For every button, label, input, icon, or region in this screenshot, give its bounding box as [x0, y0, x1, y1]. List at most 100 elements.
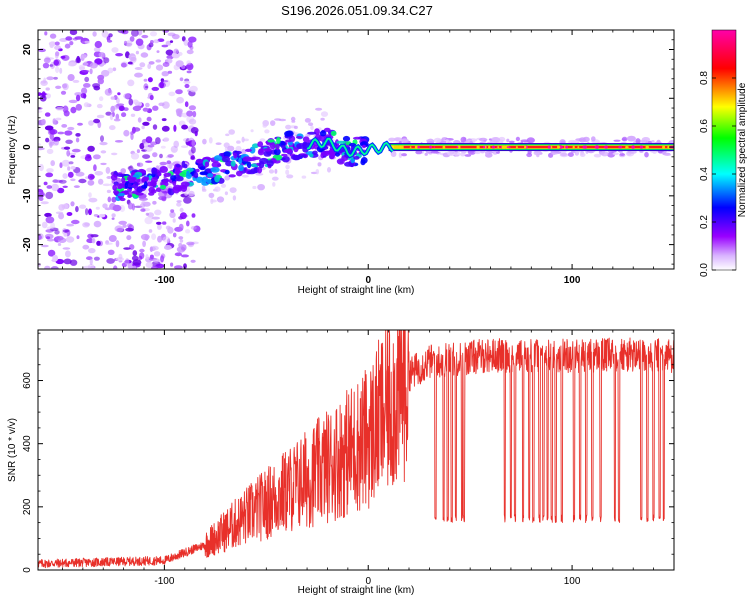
ridge-blob	[245, 148, 252, 152]
noise-blob	[83, 102, 90, 108]
ridge-blob	[228, 174, 236, 178]
noise-blob	[151, 233, 157, 240]
noise-blob	[45, 93, 51, 99]
ridge-blob	[273, 148, 281, 156]
noise-blob	[89, 62, 98, 69]
ridge-blob	[238, 164, 244, 172]
noise-blob	[102, 203, 108, 209]
noise-blob	[181, 254, 189, 258]
noise-blob	[93, 154, 101, 160]
noise-blob	[285, 124, 292, 130]
noise-blob	[146, 116, 152, 122]
noise-blob	[94, 171, 104, 176]
noise-blob	[45, 172, 54, 178]
noise-blob	[151, 216, 160, 220]
noise-blob	[107, 249, 115, 255]
ridge-blob	[199, 171, 208, 175]
noise-blob	[136, 149, 140, 154]
noise-blob	[96, 103, 103, 109]
noise-blob	[153, 39, 160, 44]
noise-blob	[310, 125, 314, 131]
noise-blob	[228, 129, 235, 135]
noise-blob	[175, 108, 183, 114]
noise-blob	[320, 117, 325, 121]
ridge-speck	[393, 145, 398, 149]
noise-blob	[241, 148, 247, 156]
noise-blob	[158, 196, 167, 201]
ridge-speck	[482, 145, 486, 149]
noise-blob	[262, 124, 267, 128]
snr-y-axis-label: SNR (10 * v/v)	[7, 418, 18, 482]
noise-blob	[132, 259, 142, 266]
noise-blob	[69, 30, 78, 36]
noise-blob	[285, 169, 290, 175]
noise-blob	[38, 110, 43, 113]
noise-blob	[170, 209, 175, 213]
noise-blob	[139, 203, 146, 208]
noise-blob	[173, 48, 179, 54]
halo-blob	[635, 138, 641, 144]
ridge-blob	[302, 141, 308, 146]
ridge-speck	[561, 146, 564, 148]
noise-blob	[224, 191, 228, 196]
spectrogram-x-axis-label: Height of straight line (km)	[298, 285, 415, 296]
ridge-blob	[249, 146, 256, 154]
noise-blob	[63, 146, 71, 150]
ridge-speck	[502, 145, 506, 149]
noise-blob	[46, 148, 54, 155]
noise-blob	[215, 142, 222, 145]
noise-blob	[67, 171, 74, 178]
noise-blob	[224, 175, 231, 181]
noise-blob	[57, 187, 65, 194]
noise-blob	[46, 168, 54, 173]
noise-blob	[190, 259, 196, 263]
spectrogram-x-ticks: -100 0 100	[62, 30, 675, 286]
noise-blob	[123, 40, 128, 46]
noise-blob	[63, 110, 70, 117]
halo-blob	[388, 137, 396, 142]
noise-blob	[99, 96, 104, 102]
noise-blob	[44, 265, 51, 269]
noise-blob	[145, 212, 149, 216]
halo-blob	[401, 153, 407, 157]
noise-blob	[82, 265, 92, 269]
ridge-blob	[325, 151, 330, 156]
ridge-blob	[195, 168, 200, 173]
noise-blob	[71, 219, 80, 225]
ridge-blob	[269, 142, 276, 150]
noise-blob	[129, 36, 135, 42]
noise-blob	[69, 259, 78, 266]
ridge-blob	[362, 144, 366, 149]
ridge-blob	[285, 139, 292, 143]
ridge-blob	[213, 155, 223, 161]
ridge-speck	[414, 145, 418, 149]
ridge-speck	[456, 146, 459, 149]
noise-blob	[55, 51, 60, 57]
noise-blob	[66, 150, 71, 157]
ridge-speck	[631, 145, 635, 149]
noise-blob	[93, 220, 102, 228]
noise-blob	[139, 197, 148, 201]
noise-blob	[190, 226, 197, 230]
noise-blob	[38, 234, 42, 240]
noise-blob	[52, 254, 59, 262]
noise-blob	[176, 96, 185, 104]
ridge-blob	[257, 166, 263, 174]
noise-blob	[57, 131, 65, 135]
noise-blob	[75, 171, 85, 177]
noise-blob	[181, 124, 189, 130]
noise-blob	[38, 92, 42, 96]
noise-blob	[236, 140, 241, 144]
noise-blob	[173, 140, 179, 148]
noise-blob	[301, 175, 307, 179]
noise-blob	[141, 125, 145, 130]
noise-blob	[179, 77, 184, 82]
noise-blob	[92, 31, 97, 37]
ridge-blob	[159, 166, 168, 173]
noise-blob	[243, 138, 249, 142]
noise-blob	[225, 133, 230, 137]
noise-blob	[65, 36, 73, 41]
noise-blob	[58, 204, 65, 211]
ridge-speck	[396, 145, 400, 149]
ridge-blob	[263, 148, 272, 152]
